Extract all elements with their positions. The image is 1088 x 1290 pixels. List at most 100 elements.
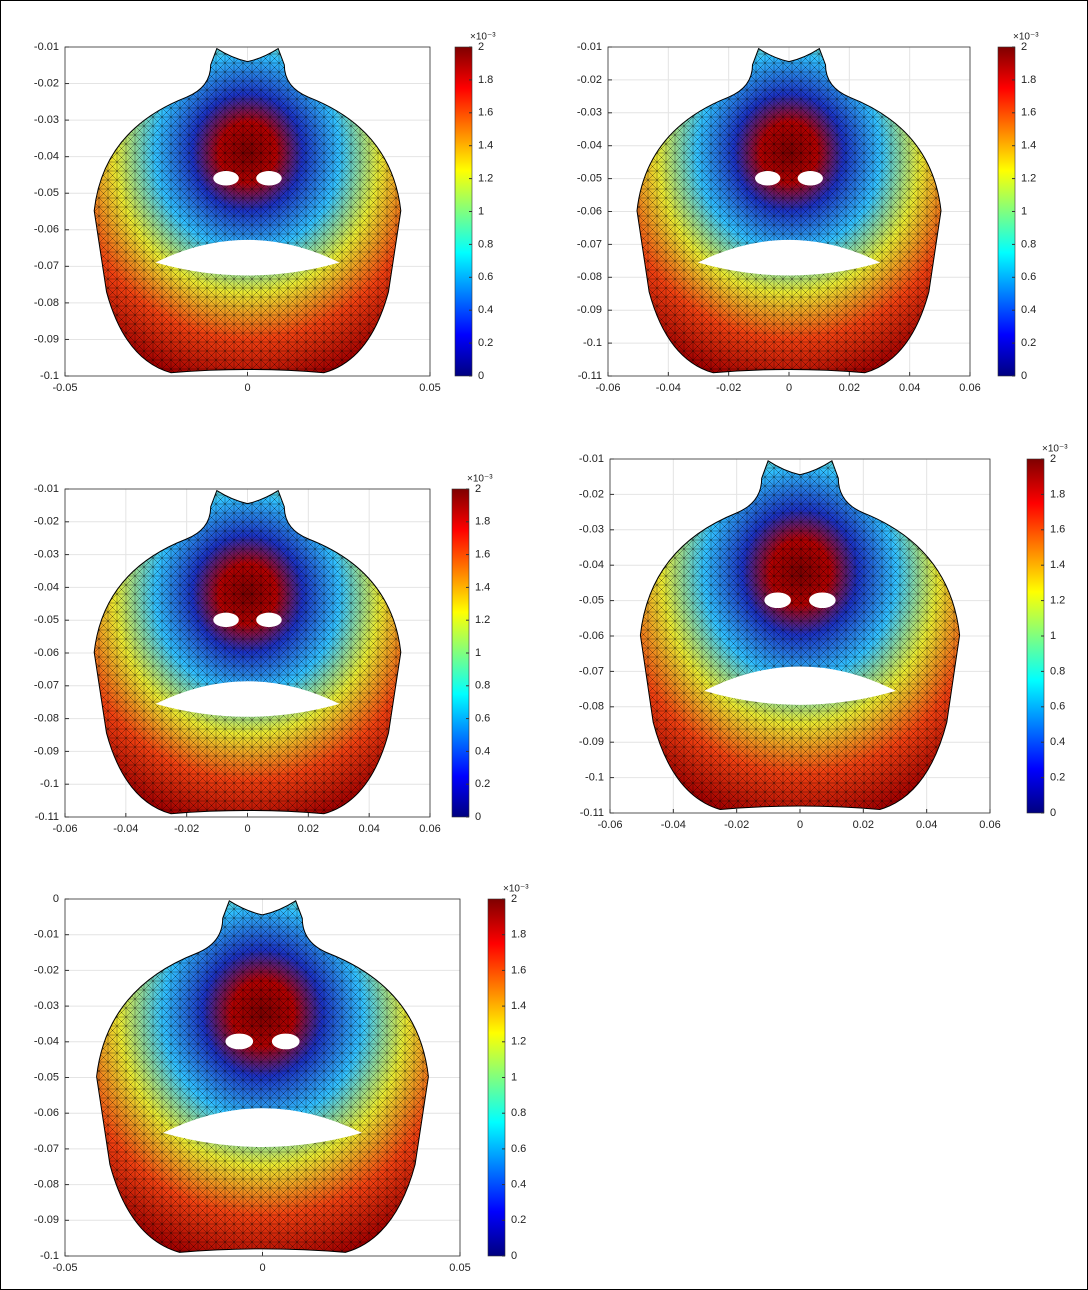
axes-box	[607, 46, 971, 377]
y-tick-label: -0.01	[34, 41, 59, 53]
colorbar-tick-label: 1.4	[1050, 559, 1065, 571]
nostril	[213, 171, 239, 186]
y-tick-label: -0.09	[34, 1214, 59, 1226]
y-tick-label: -0.05	[579, 595, 604, 607]
x-tick-label: 0.02	[298, 823, 319, 835]
x-tick-label: 0.02	[839, 382, 860, 394]
nostril	[797, 171, 823, 186]
colorbar-tick-label: 1	[1050, 630, 1056, 642]
x-tick-label: -0.04	[113, 823, 138, 835]
colorbar-tick-label: 0.4	[475, 745, 490, 757]
x-tick-label: -0.04	[661, 819, 686, 831]
y-tick-label: -0.07	[34, 1143, 59, 1155]
colorbar-tick-label: 1.4	[475, 581, 490, 593]
colorbar-tick-label: 1.2	[511, 1036, 526, 1048]
colorbar-tick-label: 0.4	[1021, 304, 1036, 316]
colorbar-tick-label: 0.4	[478, 304, 493, 316]
y-tick-label: -0.01	[34, 483, 59, 495]
x-tick-label: 0.04	[899, 382, 920, 394]
colorbar-tick-label: 0.8	[511, 1107, 526, 1119]
colorbar-tick-label: 0.8	[478, 238, 493, 250]
nostril	[764, 592, 791, 609]
colorbar-tick-label: 1.8	[1021, 74, 1036, 86]
x-tick-label: 0.05	[449, 1262, 470, 1274]
x-tick-label: -0.06	[597, 819, 622, 831]
colorbar-tick-label: 0.2	[1050, 772, 1065, 784]
colorbar-exponent: ×10⁻³	[467, 474, 493, 485]
y-tick-label: -0.1	[583, 337, 602, 349]
x-tick-label: -0.02	[724, 819, 749, 831]
y-tick-label: -0.09	[577, 304, 602, 316]
colorbar-tick-label: 1	[511, 1071, 517, 1083]
colorbar-tick-label: 1.6	[478, 107, 493, 119]
y-tick-label: -0.08	[579, 701, 604, 713]
colorbar-tick-label: 1.2	[1050, 595, 1065, 607]
colorbar-tick-label: 1.8	[511, 929, 526, 941]
colorbar-exponent: ×10⁻³	[470, 32, 496, 43]
y-tick-label: -0.02	[577, 74, 602, 86]
colorbar-tick-label: 0.8	[1050, 665, 1065, 677]
y-tick-label: -0.06	[34, 1107, 59, 1119]
axes-box	[64, 898, 461, 1257]
x-tick-label: 0.04	[916, 819, 937, 831]
y-tick-label: -0.06	[579, 630, 604, 642]
colorbar-tick-label: 0.6	[511, 1143, 526, 1155]
colorbar-tick-label: 0	[475, 811, 481, 823]
y-tick-label: -0.01	[34, 929, 59, 941]
x-tick-label: 0	[244, 823, 250, 835]
colorbar-tick-label: 1.6	[1021, 107, 1036, 119]
y-tick-label: -0.05	[577, 173, 602, 185]
nostril	[271, 1033, 300, 1050]
y-tick-label: -0.09	[34, 333, 59, 345]
x-tick-label: -0.06	[52, 823, 77, 835]
x-tick-label: 0.06	[959, 382, 980, 394]
y-tick-label: -0.1	[585, 772, 604, 784]
y-tick-label: -0.09	[34, 745, 59, 757]
colorbar-tick-label: 0.6	[478, 271, 493, 283]
colorbar-tick-label: 1	[1021, 205, 1027, 217]
x-tick-label: 0	[259, 1262, 265, 1274]
y-tick-label: -0.01	[579, 453, 604, 465]
y-tick-label: -0.04	[577, 140, 602, 152]
y-tick-label: -0.1	[40, 370, 59, 382]
y-tick-label: -0.08	[577, 271, 602, 283]
colorbar-tick-label: 0	[511, 1250, 517, 1262]
y-tick-label: -0.02	[34, 964, 59, 976]
colorbar-tick-label: 1.6	[511, 964, 526, 976]
colorbar-tick-label: 1.8	[478, 74, 493, 86]
axes-box	[609, 458, 991, 814]
colorbar-tick-label: 2	[1021, 41, 1027, 53]
y-tick-label: -0.02	[34, 77, 59, 89]
colorbar-tick-label: 0	[1050, 807, 1056, 819]
x-tick-label: 0	[797, 819, 803, 831]
y-tick-label: 0	[53, 893, 59, 905]
colorbar-tick-label: 2	[478, 41, 484, 53]
colorbar-tick-label: 0.2	[475, 778, 490, 790]
colorbar-exponent: ×10⁻³	[1042, 444, 1068, 455]
x-tick-label: 0.04	[358, 823, 379, 835]
x-tick-label: 0.06	[979, 819, 1000, 831]
y-tick-label: -0.11	[35, 811, 59, 823]
colorbar-tick-label: 1.2	[478, 173, 493, 185]
colorbar-tick-label: 0.8	[475, 680, 490, 692]
colorbar-tick-label: 1.8	[1050, 488, 1065, 500]
colorbar-tick-label: 0.6	[475, 713, 490, 725]
nostril	[256, 171, 282, 186]
axes-box	[64, 46, 431, 377]
x-tick-label: -0.05	[52, 1262, 77, 1274]
y-tick-label: -0.07	[34, 680, 59, 692]
nostril	[256, 612, 282, 628]
colorbar-tick-label: 1.2	[475, 614, 490, 626]
x-tick-label: -0.02	[716, 382, 741, 394]
y-tick-label: -0.04	[34, 151, 59, 163]
y-tick-label: -0.03	[34, 549, 59, 561]
nostril	[225, 1033, 254, 1050]
colorbar-tick-label: 0.2	[478, 337, 493, 349]
y-tick-label: -0.07	[34, 260, 59, 272]
y-tick-label: -0.02	[34, 516, 59, 528]
colorbar-tick-label: 1	[478, 205, 484, 217]
colorbar-tick-label: 1.6	[475, 549, 490, 561]
y-tick-label: -0.1	[40, 778, 59, 790]
